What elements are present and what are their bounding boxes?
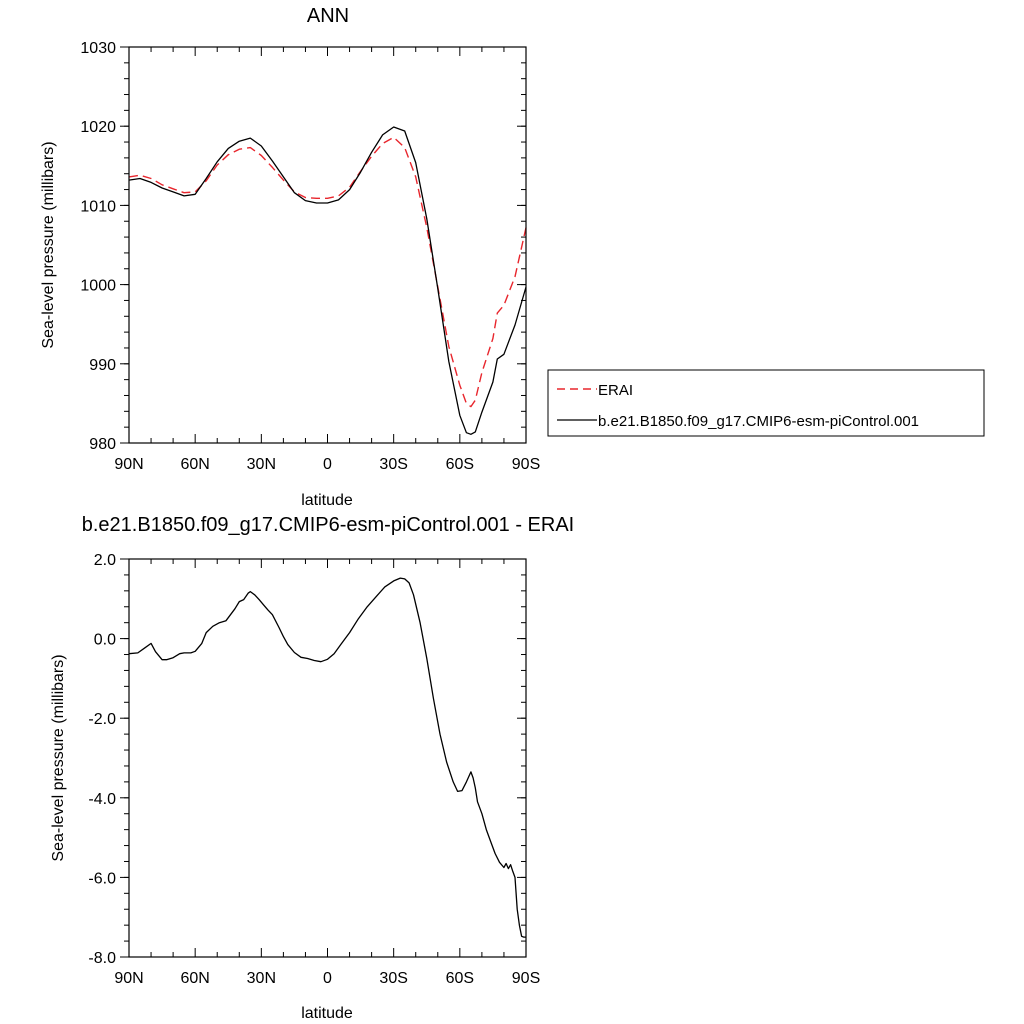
y-tick-label: 1020: [80, 119, 116, 136]
x-tick-label: 90S: [512, 970, 540, 987]
y-tick-label: 1000: [80, 278, 116, 295]
y-tick-label: 1010: [80, 198, 116, 215]
y-tick-label: -6.0: [88, 870, 116, 887]
series-line-model: [128, 126, 527, 435]
y-tick-label: 980: [89, 436, 116, 453]
x-tick-label: 30N: [247, 970, 276, 987]
legend-label-model: b.e21.B1850.f09_g17.CMIP6-esm-piControl.…: [598, 413, 919, 430]
x-tick-label: 90N: [114, 970, 143, 987]
y-tick-label: -8.0: [88, 950, 116, 967]
top-y-axis-label: Sea-level pressure (millibars): [40, 141, 57, 348]
y-tick-label: 1030: [80, 40, 116, 57]
x-tick-label: 60S: [446, 970, 474, 987]
top-x-axis-label: latitude: [301, 492, 353, 509]
x-tick-label: 30S: [379, 970, 407, 987]
y-tick-label: 2.0: [94, 552, 116, 569]
x-tick-label: 0: [323, 970, 332, 987]
x-tick-label: 60N: [180, 456, 209, 473]
legend: ERAI b.e21.B1850.f09_g17.CMIP6-esm-piCon…: [547, 369, 985, 437]
x-tick-label: 30N: [247, 456, 276, 473]
bottom-y-axis-label: Sea-level pressure (millibars): [50, 654, 67, 861]
bottom-panel: b.e21.B1850.f09_g17.CMIP6-esm-piControl.…: [50, 514, 574, 1022]
top-panel: ANN 90N 60N 30N 0 30S 60S 90S 980 990 1000 1010 102…: [40, 5, 985, 509]
legend-label-erai: ERAI: [598, 382, 633, 399]
y-tick-label: 0.0: [94, 632, 116, 649]
x-tick-label: 30S: [379, 456, 407, 473]
x-tick-label: 0: [323, 456, 332, 473]
series-line-erai: [128, 136, 527, 408]
legend-box: [547, 369, 985, 437]
bottom-x-axis-label: latitude: [301, 1005, 353, 1022]
y-tick-label: -2.0: [88, 711, 116, 728]
y-tick-label: -4.0: [88, 791, 116, 808]
x-tick-label: 90N: [114, 456, 143, 473]
bottom-plot-frame: [128, 558, 527, 958]
top-panel-title: ANN: [307, 5, 349, 27]
x-tick-label: 60S: [446, 456, 474, 473]
bottom-panel-title: b.e21.B1850.f09_g17.CMIP6-esm-piControl.…: [82, 514, 575, 536]
x-tick-label: 60N: [180, 970, 209, 987]
series-line-difference: [128, 577, 526, 938]
x-tick-label: 90S: [512, 456, 540, 473]
top-plot-frame: [128, 46, 527, 444]
y-tick-label: 990: [89, 357, 116, 374]
